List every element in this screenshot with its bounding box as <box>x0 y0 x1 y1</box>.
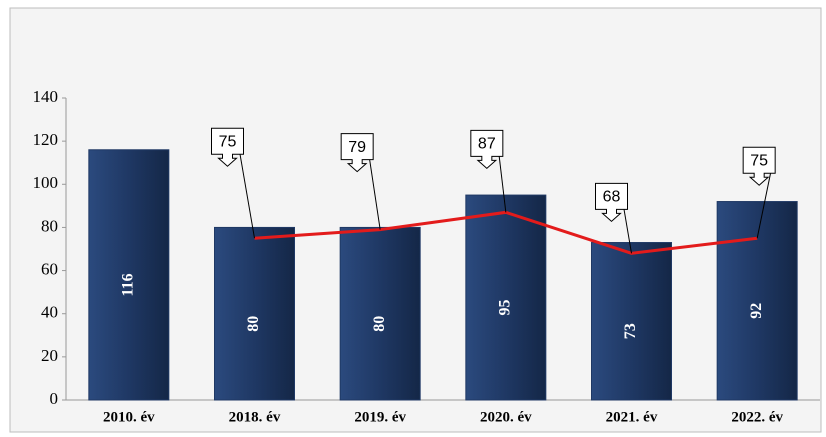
y-tick-label: 140 <box>33 87 59 106</box>
bar <box>214 226 295 401</box>
callout <box>742 146 776 186</box>
bar <box>465 194 547 401</box>
leader-line <box>239 151 255 239</box>
x-tick-label: 2019. év <box>354 409 406 425</box>
bar-value-label: 95 <box>497 300 514 316</box>
line-value-label: 75 <box>750 152 768 169</box>
x-tick-label: 2022. év <box>731 409 783 425</box>
callout <box>211 127 244 167</box>
bar <box>88 149 170 401</box>
leader-line <box>623 206 632 254</box>
y-tick-label: 100 <box>33 173 59 192</box>
bar-value-label: 116 <box>120 273 137 296</box>
x-tick-label: 2018. év <box>229 409 281 425</box>
leader-line <box>756 170 772 239</box>
line-value-label: 87 <box>478 136 496 153</box>
line-value-label: 75 <box>219 133 237 150</box>
bar-value-label: 73 <box>622 323 639 339</box>
x-tick-label: 2020. év <box>480 409 532 425</box>
line <box>254 210 758 255</box>
bar <box>339 226 421 401</box>
callout <box>470 129 504 169</box>
line-value-label: 79 <box>348 139 366 156</box>
bar <box>591 242 672 401</box>
bar-value-label: 80 <box>245 316 262 332</box>
leader-line <box>368 156 381 230</box>
bar-value-label: 80 <box>371 316 388 332</box>
line-value-label: 68 <box>603 189 621 206</box>
leader-line <box>498 153 507 213</box>
x-tick-label: 2021. év <box>606 409 658 425</box>
callout <box>595 182 628 222</box>
y-tick-label: 120 <box>33 130 59 149</box>
y-tick-label: 0 <box>50 389 59 408</box>
x-tick-label: 2010. év <box>103 409 155 425</box>
callout <box>340 133 374 173</box>
bar-value-label: 92 <box>748 303 765 319</box>
y-tick-label: 80 <box>41 216 58 235</box>
bar <box>716 201 798 401</box>
y-tick-label: 20 <box>41 346 58 365</box>
y-tick-label: 40 <box>41 303 58 322</box>
y-tick-label: 60 <box>41 259 58 278</box>
